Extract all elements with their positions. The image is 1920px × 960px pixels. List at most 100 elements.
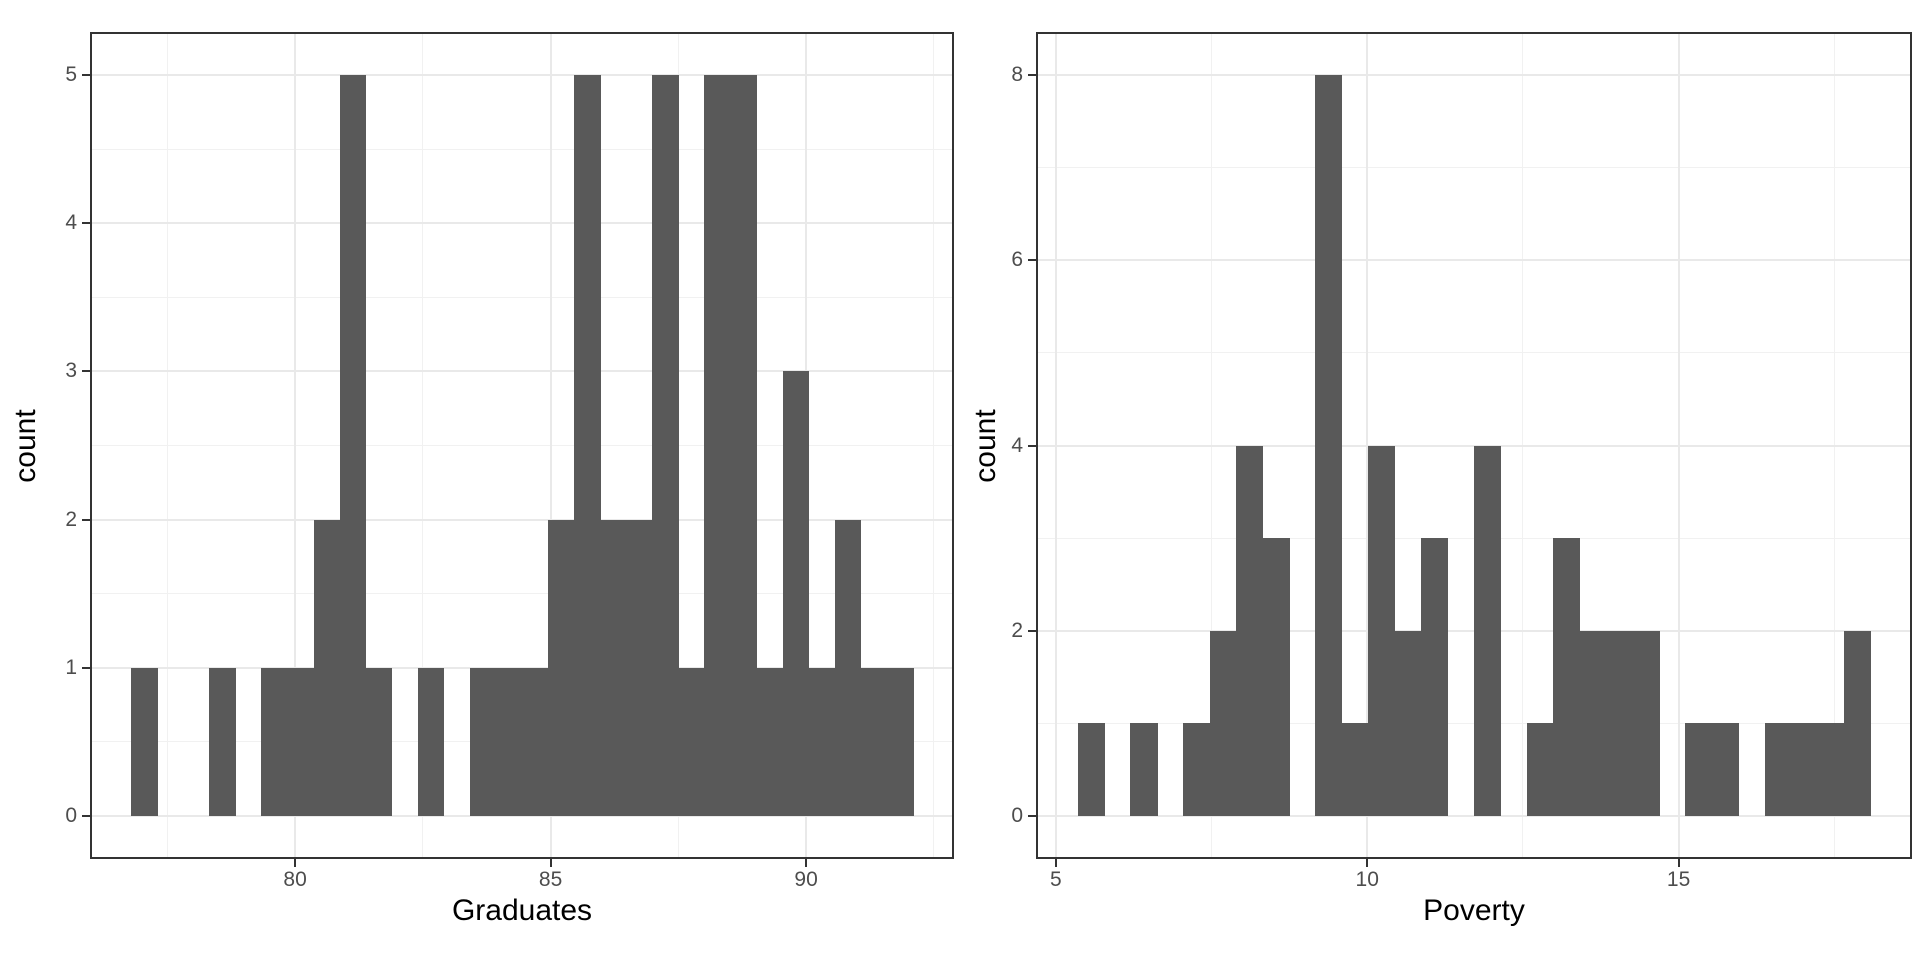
histogram-bar	[417, 667, 445, 816]
bars-layer	[92, 34, 952, 857]
y-tick-label: 0	[1011, 803, 1023, 827]
x-axis-tick	[805, 859, 808, 867]
histogram-bar	[1421, 538, 1449, 816]
y-tick-label: 5	[65, 63, 77, 87]
y-tick-label: 4	[1011, 433, 1023, 457]
histogram-bar	[730, 75, 758, 816]
y-axis-tick	[82, 666, 90, 669]
x-tick-label: 80	[283, 868, 307, 891]
y-axis-tick	[82, 814, 90, 817]
gridline-minor-y	[1038, 352, 1910, 354]
x-axis-tick	[1366, 859, 1369, 867]
gridline-major-y	[1038, 259, 1910, 262]
y-axis-tick	[82, 370, 90, 373]
y-tick-label: 2	[65, 507, 77, 531]
histogram-bar	[1579, 630, 1607, 816]
y-tick-label: 3	[65, 359, 77, 383]
y-axis-tick	[82, 74, 90, 77]
histogram-bar	[1394, 630, 1422, 816]
x-tick-label: 15	[1666, 868, 1691, 891]
x-axis-title: Graduates	[451, 894, 593, 927]
histogram-bar	[1817, 723, 1845, 816]
y-tick-label: 8	[1011, 63, 1023, 87]
gridline-major-y	[92, 370, 952, 373]
y-tick-label: 4	[65, 211, 77, 235]
plot-graduates-histogram: 80 85 90 0 1 2 3 4 5 Graduates count	[9, 32, 954, 927]
histogram-bar	[1077, 723, 1105, 816]
y-tick-label: 6	[1011, 248, 1023, 272]
y-axis-title: count	[969, 408, 1002, 483]
histogram-bar	[313, 519, 341, 816]
y-axis-tick	[1028, 74, 1036, 77]
histogram-bar	[1711, 723, 1739, 816]
histogram-bar	[1262, 538, 1290, 816]
y-axis-tick	[82, 222, 90, 225]
histogram-bar	[782, 371, 810, 816]
histogram-bar	[548, 519, 575, 816]
x-axis-tick	[294, 859, 297, 867]
bars-layer	[1038, 34, 1910, 857]
histogram-bar	[860, 667, 888, 816]
x-tick-label: 10	[1355, 868, 1379, 891]
histogram-bar	[1209, 630, 1237, 816]
histogram-bar	[209, 667, 236, 816]
y-axis-tick	[1028, 444, 1036, 447]
histogram-bar	[1315, 75, 1343, 816]
gridline-minor-x	[933, 34, 935, 857]
y-tick-label: 0	[65, 803, 77, 827]
gridline-minor-y	[92, 148, 952, 150]
x-axis-tick	[1677, 859, 1680, 867]
histogram-bar	[678, 667, 706, 816]
gridline-major-y	[92, 222, 952, 225]
x-tick-label: 90	[794, 868, 818, 891]
histogram-bar	[261, 667, 289, 816]
x-tick-label: 85	[538, 868, 563, 891]
gridline-minor-x	[422, 34, 424, 857]
histogram-bar	[1474, 445, 1502, 816]
histogram-bar	[1526, 723, 1554, 816]
x-tick-label: 5	[1049, 868, 1062, 891]
histogram-bar	[756, 667, 784, 816]
gridline-major-y	[92, 518, 952, 521]
histogram-bar	[131, 667, 158, 816]
panel	[90, 32, 954, 859]
y-tick-label: 2	[1011, 618, 1023, 642]
y-axis-tick	[1028, 814, 1036, 817]
gridline-minor-y	[1038, 167, 1910, 169]
x-axis-tick	[1054, 859, 1057, 867]
histogram-bar	[1130, 723, 1158, 816]
histogram-bar	[1606, 630, 1634, 816]
gridline-major-y	[92, 814, 952, 817]
gridline-major-x	[294, 34, 297, 857]
y-axis-title: count	[9, 408, 42, 483]
plot-poverty-histogram: 5 10 15 0 2 4 6 8 Poverty count	[960, 0, 1920, 960]
gridline-major-x	[1054, 34, 1057, 857]
histogram-bar	[574, 75, 601, 816]
histogram-bar	[808, 667, 836, 816]
x-axis-tick	[549, 859, 552, 867]
panel	[1036, 32, 1912, 859]
gridline-major-x	[1366, 34, 1369, 857]
histogram-bar	[1632, 630, 1660, 816]
gridline-major-x	[1677, 34, 1680, 857]
histogram-bar	[1236, 445, 1264, 816]
gridline-major-y	[92, 74, 952, 77]
histogram-bar	[1183, 723, 1211, 816]
gridline-minor-y	[92, 296, 952, 298]
histogram-bar	[834, 519, 862, 816]
histogram-bar	[626, 519, 653, 816]
gridline-major-y	[1038, 814, 1910, 817]
x-axis-title: Poverty	[1423, 894, 1525, 927]
histogram-bar	[495, 667, 523, 816]
histogram-bar	[1685, 723, 1713, 816]
histogram-bar	[1341, 723, 1369, 816]
y-axis-tick	[1028, 629, 1036, 632]
histogram-bar	[704, 75, 732, 816]
histogram-bar	[600, 519, 627, 816]
histogram-bar	[652, 75, 679, 816]
histogram-bar	[1368, 445, 1396, 816]
histogram-bar	[287, 667, 315, 816]
histogram-bar	[365, 667, 393, 816]
histogram-bar	[339, 75, 367, 816]
